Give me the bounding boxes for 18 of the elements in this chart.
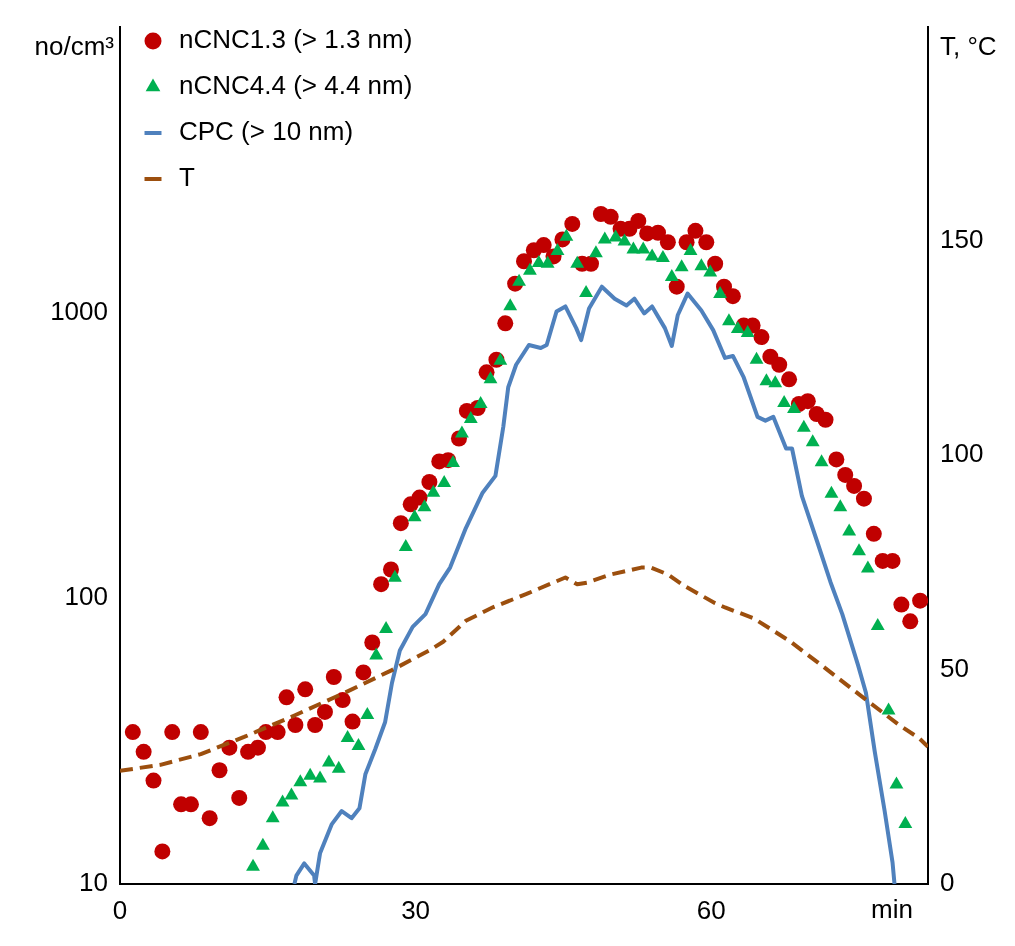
y2-tick-label: 150	[940, 224, 984, 255]
x-tick-label: 0	[112, 894, 128, 925]
line-series	[120, 565, 928, 773]
legend-label: nCNC1.3 (> 1.3 nm)	[179, 24, 413, 55]
legend-label: T	[179, 162, 195, 193]
y-tick-label: 10	[79, 867, 108, 898]
x-tick-label: 60	[696, 894, 726, 925]
x-tick-label: 30	[401, 894, 431, 925]
legend-label: CPC (> 10 nm)	[179, 116, 354, 147]
y-tick-label: 1000	[50, 295, 108, 326]
x-axis-title: min	[871, 894, 913, 925]
legend-label: nCNC4.4 (> 4.4 nm)	[179, 70, 413, 101]
y2-tick-label: 0	[940, 867, 955, 898]
y-tick-label: 100	[64, 581, 108, 612]
y2-axis-title: T, °C	[940, 30, 997, 61]
y-axis-title: no/cm³	[34, 30, 115, 61]
y2-tick-label: 100	[940, 438, 984, 469]
y2-tick-label: 50	[940, 652, 969, 683]
